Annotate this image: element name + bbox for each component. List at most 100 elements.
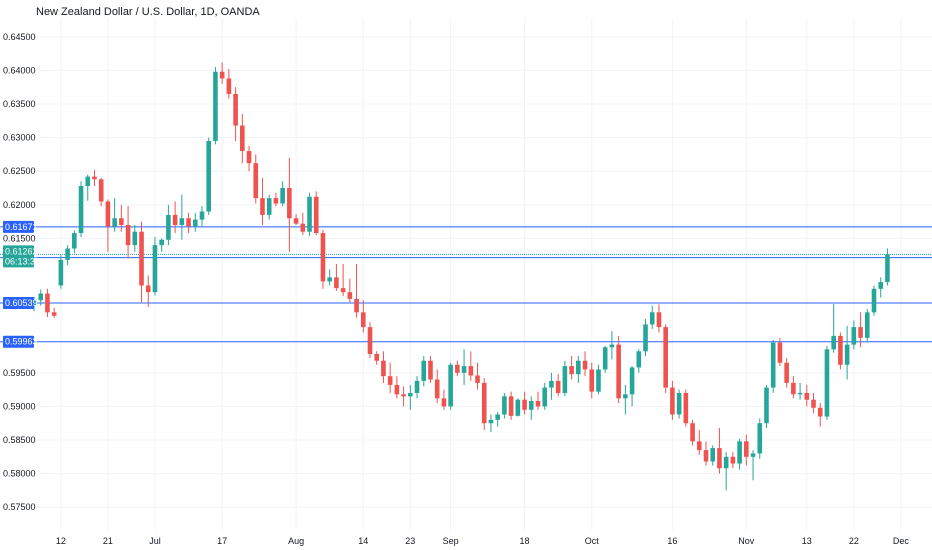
candle-body: [300, 223, 306, 232]
candle-down: [616, 335, 621, 404]
candle-down: [569, 356, 574, 380]
candle-up: [307, 192, 312, 236]
candle-body: [387, 376, 393, 385]
candle-body: [811, 399, 816, 408]
candle-down: [105, 199, 111, 252]
x-tick-label: Sep: [443, 536, 459, 546]
x-tick-label: 13: [802, 536, 812, 546]
candle-up: [885, 248, 890, 286]
candle-down: [340, 263, 346, 297]
candle-up: [65, 245, 70, 266]
candle-body: [367, 327, 373, 354]
x-tick-label: 22: [849, 536, 859, 546]
candle-up: [58, 255, 64, 289]
candle-up: [770, 339, 776, 393]
candle-down: [696, 429, 702, 455]
price-level-tag-bg: [3, 220, 34, 233]
candle-down: [186, 212, 191, 234]
candle-up: [528, 396, 534, 420]
candle-body: [199, 211, 205, 220]
x-tick-label: 18: [520, 536, 530, 546]
candle-body: [683, 392, 689, 424]
horizontal-lines: [0, 226, 932, 343]
candle-down: [293, 214, 299, 225]
candle-body: [609, 344, 615, 348]
candle-down: [219, 62, 225, 84]
candle-up: [112, 198, 117, 232]
candle-body: [596, 369, 601, 392]
candle-down: [838, 332, 843, 370]
candle-body: [750, 453, 756, 457]
candle-body: [804, 392, 810, 400]
candle-body: [85, 176, 91, 186]
candle-body: [159, 239, 164, 246]
candle-down: [858, 312, 863, 348]
candle-body: [522, 399, 527, 410]
candle-down: [589, 362, 595, 399]
candle-body: [643, 324, 648, 352]
price-level-tag-bg: [3, 296, 34, 309]
candle-body: [408, 392, 413, 397]
candle-down: [233, 87, 238, 141]
candle-body: [468, 366, 474, 376]
candle-up: [549, 372, 554, 400]
candle-body: [871, 288, 877, 313]
candle-body: [72, 233, 77, 249]
candle-body: [51, 312, 57, 316]
candle-up: [192, 212, 198, 232]
candle-up: [878, 277, 884, 298]
candle-up: [421, 356, 427, 387]
candle-body: [616, 344, 621, 399]
y-tick-label: 0.62000: [3, 200, 36, 210]
candle-body: [374, 354, 380, 361]
candle-up: [327, 269, 332, 286]
candle-down: [145, 275, 151, 307]
candle-up: [414, 376, 420, 399]
candle-down: [98, 177, 104, 207]
x-tick-label: 16: [667, 536, 677, 546]
candle-body: [172, 214, 178, 225]
candle-up: [851, 320, 857, 350]
x-tick-label: Aug: [288, 536, 304, 546]
candle-body: [434, 379, 440, 399]
last-price-tag-bg: [3, 245, 34, 268]
candle-body: [528, 401, 534, 410]
candle-body: [327, 277, 332, 282]
price-level-tag-text: 0.59963: [5, 337, 38, 347]
candle-body: [307, 196, 312, 232]
candle-up: [408, 384, 413, 410]
candle-body: [589, 369, 595, 392]
candle-body: [186, 218, 191, 227]
candle-down: [455, 360, 460, 377]
candle-body: [885, 254, 890, 283]
candle-body: [670, 387, 675, 415]
candle-body: [192, 219, 198, 227]
candle-up: [643, 319, 648, 357]
candle-up: [864, 308, 870, 343]
candle-body: [723, 456, 729, 469]
candle-body: [730, 456, 736, 464]
candle-up: [78, 181, 84, 238]
candle-down: [51, 307, 57, 318]
candle-down: [367, 322, 373, 359]
x-axis: 12 21 Jul 17 Aug 14 23 Sep 18 Oct 16 Nov 13 22 Dec: [56, 536, 910, 546]
candle-down: [555, 374, 561, 397]
candle-down: [582, 351, 588, 377]
candle-down: [703, 441, 709, 466]
candle-down: [817, 403, 823, 427]
candle-body: [287, 188, 292, 219]
candle-up: [199, 206, 205, 227]
candles: [31, 62, 890, 491]
candle-up: [629, 366, 635, 407]
candle-body: [535, 401, 541, 407]
candle-down: [139, 221, 144, 303]
candle-body: [293, 218, 299, 224]
candle-body: [576, 360, 581, 375]
candle-body: [233, 93, 238, 126]
candle-body: [764, 387, 769, 424]
price-level-tag-bg: [3, 335, 34, 348]
price-level-tag-text: 0.60539: [5, 298, 38, 308]
candle-body: [320, 233, 326, 282]
candle-down: [656, 304, 662, 333]
